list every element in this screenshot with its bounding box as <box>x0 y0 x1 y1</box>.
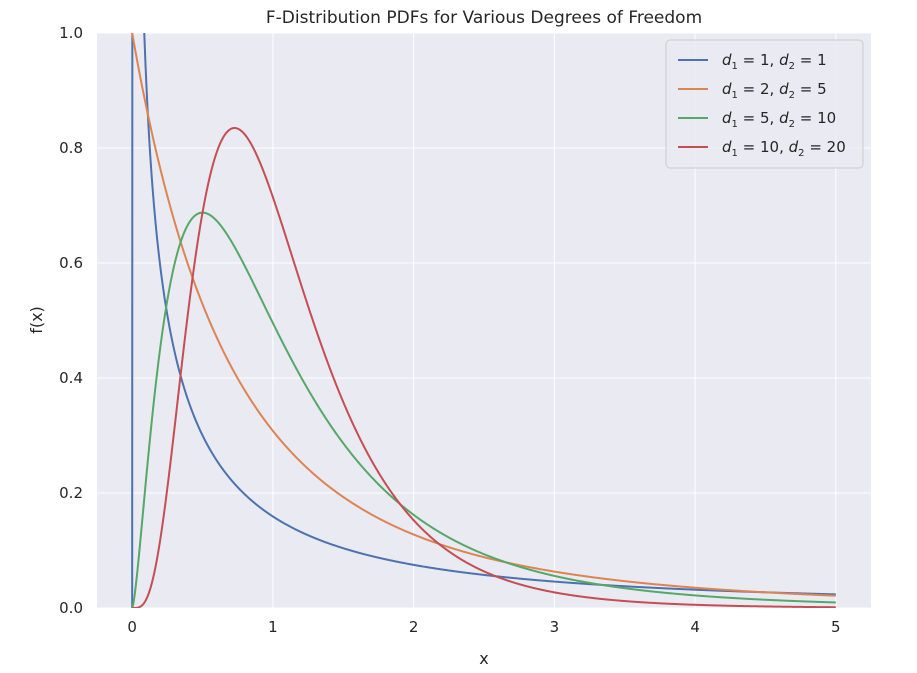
x-tick-label: 2 <box>409 618 419 636</box>
y-tick-label: 0.8 <box>59 139 83 157</box>
legend-entry: d1 = 1, d2 = 1 <box>722 51 827 72</box>
y-tick-label: 0.2 <box>59 484 83 502</box>
legend-box <box>665 39 864 169</box>
x-axis-title: x <box>479 649 488 668</box>
legend-entry: d1 = 2, d2 = 5 <box>722 80 827 101</box>
legend-entry: d1 = 5, d2 = 10 <box>722 109 836 130</box>
y-tick-label: 1.0 <box>59 24 83 42</box>
x-tick-label: 5 <box>831 618 841 636</box>
series-line <box>132 126 836 608</box>
y-tick-label: 0.6 <box>59 254 83 272</box>
y-tick-label: 0.0 <box>59 599 83 617</box>
tick-labels: 0 1 2 3 4 5 0.0 0.2 0.4 0.6 0.8 1.0 <box>59 24 840 636</box>
y-tick-label: 0.4 <box>59 369 83 387</box>
legend: d1 = 1, d2 = 1 d1 = 2, d2 = 5 d1 = 5, d2 =… <box>665 39 864 169</box>
series-line <box>131 33 836 597</box>
legend-entry: d1 = 10, d2 = 20 <box>722 138 846 159</box>
x-tick-label: 3 <box>550 618 560 636</box>
x-tick-label: 4 <box>690 618 700 636</box>
series-lines <box>131 33 836 608</box>
series-line <box>131 33 836 608</box>
x-tick-label: 0 <box>127 618 137 636</box>
series-line <box>131 211 836 608</box>
chart-title: F-Distribution PDFs for Various Degrees … <box>266 8 702 28</box>
x-tick-label: 1 <box>268 618 278 636</box>
y-axis-title: f(x) <box>27 306 46 334</box>
